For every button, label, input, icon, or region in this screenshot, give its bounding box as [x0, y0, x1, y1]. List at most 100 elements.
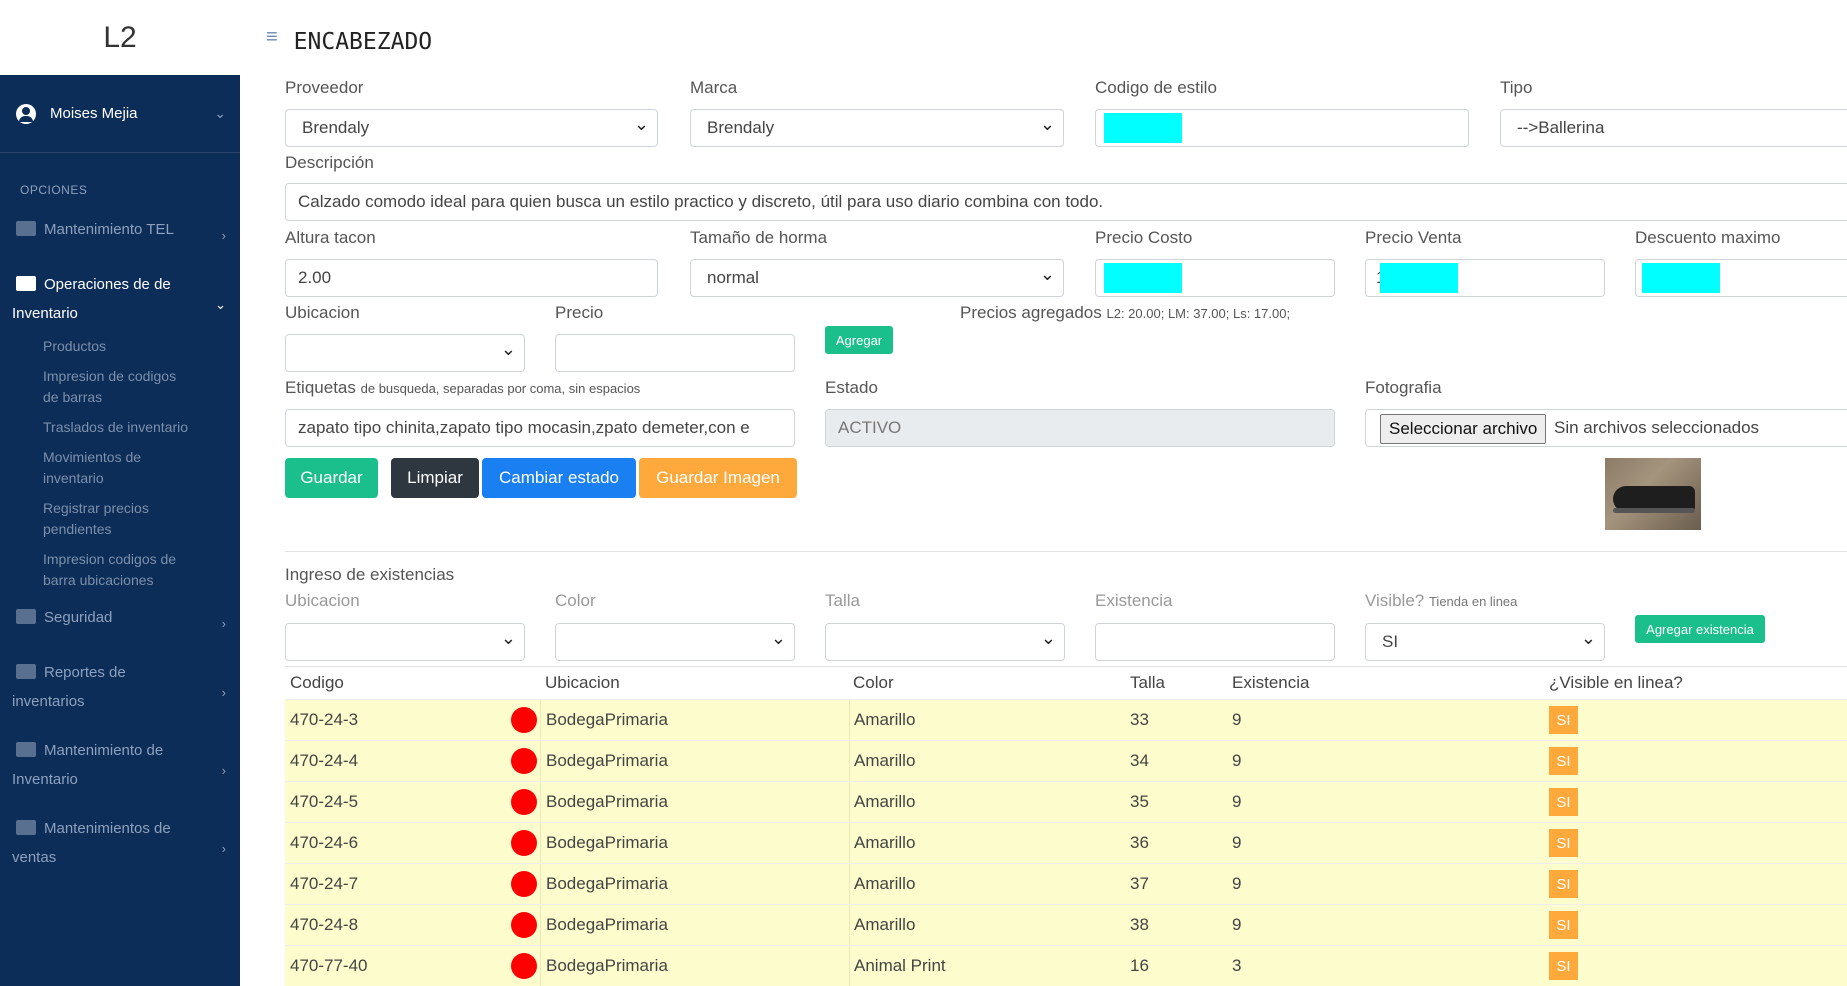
tipo-select[interactable]: -->Ballerina	[1500, 109, 1847, 147]
guardar-button[interactable]: Guardar	[285, 458, 378, 498]
visible-toggle-button[interactable]: SI	[1549, 788, 1578, 816]
precio-venta-label: Precio Venta	[1365, 228, 1462, 247]
cell-existencia-text: 9	[1232, 710, 1242, 729]
sidebar-item-label: Mantenimiento de	[44, 742, 164, 759]
table-body: 470-24-3 BodegaPrimaria Amarillo 33 9 SI 470-2…	[285, 699, 1847, 986]
descripcion-input[interactable]: Calzado comodo ideal para quien busca un…	[285, 183, 1847, 221]
visible-toggle-button[interactable]: SI	[1549, 952, 1578, 980]
brand-logo[interactable]: L2	[0, 0, 240, 75]
cell-visible: SI	[1549, 946, 1847, 986]
subitem-label-line2: barra ubicaciones	[43, 572, 154, 588]
fotografia-file-input[interactable]: Seleccionar archivo Sin archivos selecci…	[1365, 409, 1847, 447]
cell-codigo: 470-24-3	[285, 700, 540, 740]
sidebar-subitem-movimientos[interactable]: Movimientos de inventario	[0, 447, 240, 489]
proveedor-select[interactable]: Brendaly	[285, 109, 658, 147]
stock-ubicacion-select[interactable]	[285, 623, 525, 661]
cell-codigo-text: 470-24-7	[290, 874, 359, 893]
stock-color-select[interactable]	[555, 623, 795, 661]
subitem-label: Impresion de codigos	[43, 368, 177, 384]
cell-existencia: 9	[1227, 741, 1549, 781]
table-row[interactable]: 470-24-3 BodegaPrimaria Amarillo 33 9 SI	[285, 699, 1847, 740]
agregar-existencia-button[interactable]: Agregar existencia	[1635, 615, 1765, 643]
col-codigo-header: Codigo	[290, 673, 344, 692]
table-row[interactable]: 470-24-6 BodegaPrimaria Amarillo 36 9 SI	[285, 822, 1847, 863]
col-visible-header: ¿Visible en linea?	[1549, 673, 1683, 692]
etiquetas-label: Etiquetas de busqueda, separadas por com…	[285, 378, 640, 398]
sidebar-item-mantenimiento-tel[interactable]: Mantenimiento TEL ›	[0, 215, 240, 250]
sidebar-section-label: OPCIONES	[20, 183, 88, 197]
table-row[interactable]: 470-24-8 BodegaPrimaria Amarillo 38 9 SI	[285, 904, 1847, 945]
stock-existencia-input[interactable]	[1095, 623, 1335, 661]
visible-toggle-button[interactable]: SI	[1549, 706, 1578, 734]
visible-toggle-button[interactable]: SI	[1549, 747, 1578, 775]
cell-visible: SI	[1549, 782, 1847, 822]
sidebar-subitem-impresion-codigos[interactable]: Impresion de codigos de barras	[0, 366, 240, 408]
precio-venta-input[interactable]: 1	[1365, 259, 1605, 297]
etiquetas-input[interactable]: zapato tipo chinita,zapato tipo mocasin,…	[285, 409, 795, 447]
cell-ubicacion: BodegaPrimaria	[540, 905, 849, 945]
table-row[interactable]: 470-24-4 BodegaPrimaria Amarillo 34 9 SI	[285, 740, 1847, 781]
sidebar-item-mantenimientos-ventas[interactable]: Mantenimientos de ventas ›	[0, 814, 240, 872]
cell-codigo-text: 470-24-8	[290, 915, 359, 934]
sidebar-item-seguridad[interactable]: Seguridad ›	[0, 603, 240, 638]
precio-input[interactable]	[555, 334, 795, 372]
cell-color-text: Amarillo	[854, 792, 916, 811]
guardar-imagen-button[interactable]: Guardar Imagen	[639, 458, 797, 498]
cell-visible: SI	[1549, 864, 1847, 904]
subitem-label: Movimientos de	[43, 449, 142, 465]
redacted-value	[1104, 113, 1182, 143]
codigo-estilo-input[interactable]	[1095, 109, 1469, 147]
seleccionar-archivo-button[interactable]: Seleccionar archivo	[1380, 414, 1547, 444]
precios-agregados-value: L2: 20.00; LM: 37.00; Ls: 17.00;	[1106, 306, 1291, 321]
cell-ubicacion-text: BodegaPrimaria	[546, 751, 668, 770]
visible-toggle-button[interactable]: SI	[1549, 829, 1578, 857]
stock-visible-select[interactable]: SI	[1365, 623, 1605, 661]
cambiar-estado-button[interactable]: Cambiar estado	[482, 458, 636, 498]
sidebar-subitem-registrar-precios[interactable]: Registrar precios pendientes	[0, 498, 240, 540]
visible-toggle-button[interactable]: SI	[1549, 870, 1578, 898]
tipo-label: Tipo	[1500, 78, 1533, 97]
user-menu[interactable]: Moises Mejia ⌄	[0, 75, 240, 153]
stock-visible-label: Visible? Tienda en linea	[1365, 591, 1517, 611]
sidebar-item-operaciones-inventario[interactable]: Operaciones de de Inventario ⌄	[0, 270, 240, 328]
cell-ubicacion: BodegaPrimaria	[540, 823, 849, 863]
cell-existencia: 9	[1227, 700, 1549, 740]
cell-ubicacion-text: BodegaPrimaria	[546, 956, 668, 975]
existencias-table: Codigo Ubicacion Color Talla Existencia …	[285, 666, 1847, 986]
cell-talla: 37	[1126, 864, 1227, 904]
ubicacion-precio-select[interactable]	[285, 334, 525, 372]
sidebar-subitem-traslados[interactable]: Traslados de inventario	[0, 417, 240, 438]
sidebar-item-reportes[interactable]: Reportes de inventarios ›	[0, 658, 240, 716]
horma-select[interactable]: normal	[690, 259, 1064, 297]
cell-codigo-text: 470-77-40	[290, 956, 368, 975]
precios-agregados: Precios agregados L2: 20.00; LM: 37.00; …	[960, 303, 1290, 323]
stock-talla-select[interactable]	[825, 623, 1065, 661]
cell-color: Amarillo	[849, 782, 1126, 822]
cell-codigo: 470-24-6	[285, 823, 540, 863]
table-row[interactable]: 470-77-40 BodegaPrimaria Animal Print 16 3 SI	[285, 945, 1847, 986]
altura-input[interactable]: 2.00	[285, 259, 658, 297]
menu-toggle-icon[interactable]: ≡	[266, 26, 278, 48]
visible-toggle-button[interactable]: SI	[1549, 911, 1578, 939]
user-name: Moises Mejia	[50, 105, 138, 122]
sidebar-subitem-impresion-ubicaciones[interactable]: Impresion codigos de barra ubicaciones	[0, 549, 240, 591]
cell-color-text: Amarillo	[854, 915, 916, 934]
subitem-label-line2: pendientes	[43, 521, 112, 537]
header: ≡ ENCABEZADO	[240, 0, 1847, 75]
agregar-precio-button[interactable]: Agregar	[825, 326, 893, 354]
status-dot-icon	[511, 953, 537, 979]
chevron-down-icon: ⌄	[215, 297, 226, 312]
subitem-label-line2: de barras	[43, 389, 103, 405]
sidebar-item-label-line2: ventas	[12, 849, 57, 866]
folder-icon	[16, 221, 36, 236]
sidebar-item-mantenimiento-inventario[interactable]: Mantenimiento de Inventario ›	[0, 736, 240, 794]
sidebar-subitem-productos[interactable]: Productos	[0, 336, 240, 357]
limpiar-button[interactable]: Limpiar	[391, 458, 479, 498]
precio-costo-input[interactable]	[1095, 259, 1335, 297]
marca-select[interactable]: Brendaly	[690, 109, 1064, 147]
marca-value: Brendaly	[707, 118, 775, 137]
estado-label: Estado	[825, 378, 878, 397]
descuento-input[interactable]	[1635, 259, 1847, 297]
table-row[interactable]: 470-24-5 BodegaPrimaria Amarillo 35 9 SI	[285, 781, 1847, 822]
table-row[interactable]: 470-24-7 BodegaPrimaria Amarillo 37 9 SI	[285, 863, 1847, 904]
